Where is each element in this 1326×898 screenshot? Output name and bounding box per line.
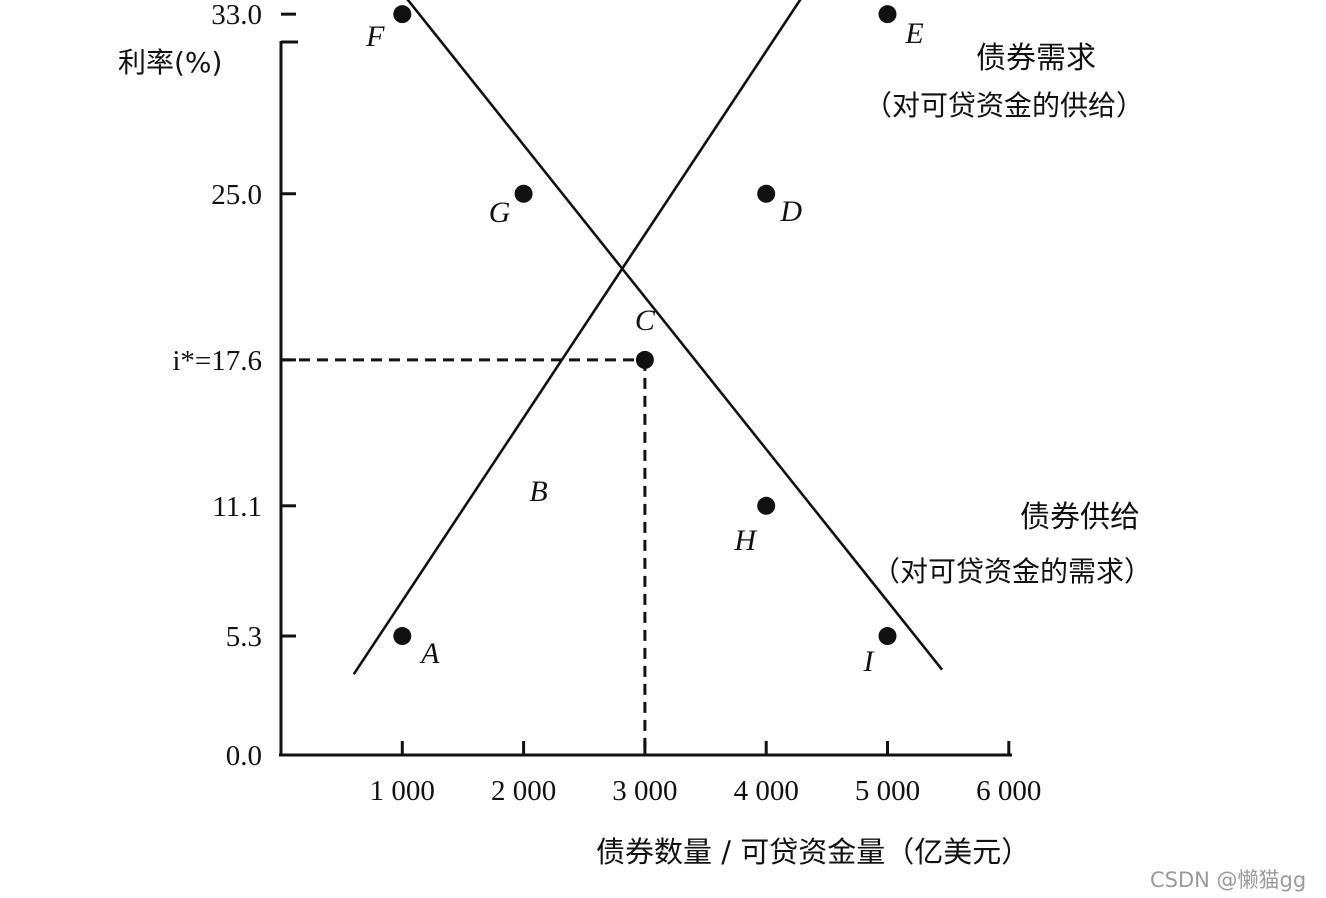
x-tick-label-1000: 1 000 bbox=[370, 775, 435, 807]
demand-curve-line bbox=[352, 0, 802, 675]
watermark: CSDN @懒猫gg bbox=[1150, 868, 1306, 892]
y-axis-label: 利率(%) bbox=[118, 46, 222, 79]
point-label-f: F bbox=[365, 20, 385, 53]
x-tick-label-4000: 4 000 bbox=[734, 775, 799, 807]
tick-labels: 1 000 2 000 3 000 4 000 5 000 6 000 0.0 5.3 11.1… bbox=[172, 0, 1041, 807]
y-tick-label-25: 25.0 bbox=[211, 179, 262, 211]
supply-curve-label: 债券供给 bbox=[1020, 500, 1140, 535]
demand-curve-sublabel: （对可贷资金的供给） bbox=[864, 89, 1144, 122]
x-tick-label-6000: 6 000 bbox=[976, 775, 1041, 807]
point-i bbox=[878, 627, 897, 646]
x-tick-label-3000: 3 000 bbox=[612, 775, 677, 807]
y-tick-label-5.3: 5.3 bbox=[226, 621, 262, 653]
point-a bbox=[393, 627, 412, 646]
point-label-d: D bbox=[779, 195, 802, 228]
point-label-g: G bbox=[489, 196, 511, 229]
point-c bbox=[635, 350, 654, 369]
point-e bbox=[878, 5, 897, 24]
point-label-e: E bbox=[904, 17, 923, 50]
point-h bbox=[757, 496, 776, 515]
supply-curve-sublabel: （对可贷资金的需求） bbox=[872, 555, 1152, 588]
y-tick-label-17.6: i*=17.6 bbox=[172, 345, 262, 377]
x-tick-label-2000: 2 000 bbox=[491, 775, 556, 807]
supply-curve-line bbox=[406, 0, 944, 671]
y-tick-label-0: 0.0 bbox=[226, 740, 262, 772]
y-tick-label-33: 33.0 bbox=[211, 0, 262, 31]
points: A B C D E F G H I bbox=[365, 5, 924, 678]
x-tick-label-5000: 5 000 bbox=[855, 775, 920, 807]
point-label-h: H bbox=[733, 524, 758, 557]
point-label-c: C bbox=[635, 304, 656, 337]
curves bbox=[352, 0, 944, 675]
y-tick-label-11.1: 11.1 bbox=[212, 491, 262, 523]
demand-curve-label: 债券需求 bbox=[976, 41, 1096, 76]
point-label-b: B bbox=[529, 475, 547, 508]
point-label-a: A bbox=[419, 637, 440, 670]
equilibrium-guides bbox=[281, 358, 647, 755]
point-label-i: I bbox=[863, 645, 876, 678]
point-f bbox=[393, 5, 412, 24]
x-axis-label: 债券数量 / 可贷资金量（亿美元） bbox=[596, 835, 1030, 869]
point-g bbox=[514, 184, 533, 203]
point-d bbox=[757, 184, 776, 203]
